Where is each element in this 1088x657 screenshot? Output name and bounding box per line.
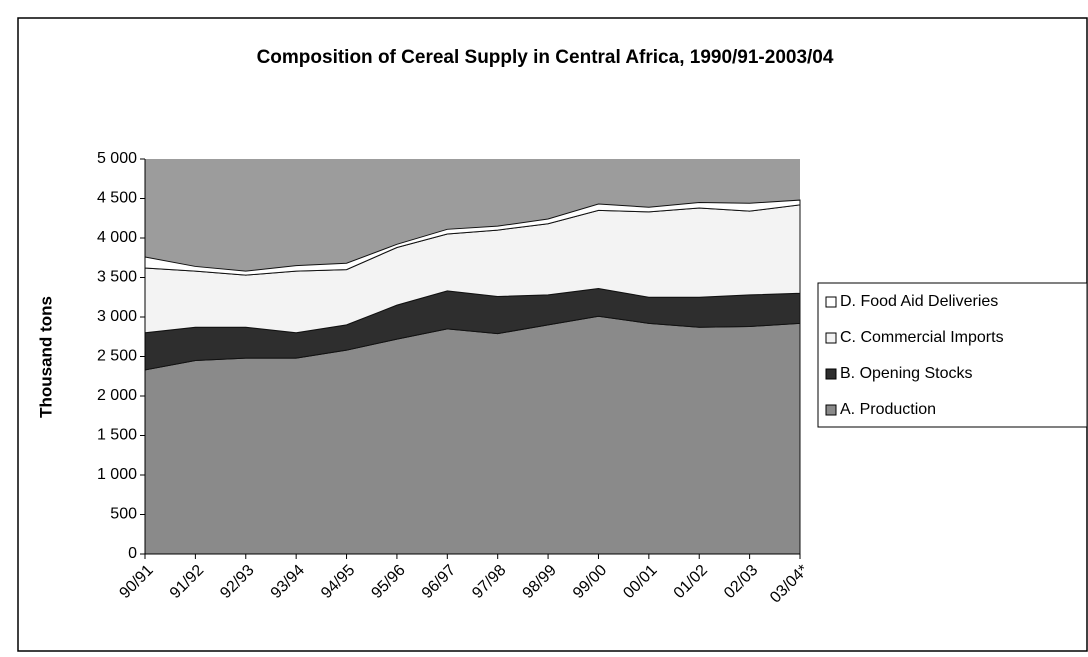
x-tick-label: 01/02 [671,562,711,602]
x-tick-label: 98/99 [520,562,560,602]
y-tick-label: 5 000 [97,150,137,167]
legend-box [817,282,1088,428]
legend-swatch [825,404,837,416]
x-tick-label: 03/04* [767,562,812,607]
y-tick-label: 2 000 [97,387,137,404]
legend-label: A. Production [840,401,936,418]
legend-label: B. Opening Stocks [840,365,973,382]
x-tick-label: 96/97 [419,562,459,602]
y-tick-label: 1 500 [97,427,137,444]
y-tick-label: 3 000 [97,308,137,325]
x-tick-label: 02/03 [721,562,761,602]
y-tick-label: 500 [110,506,137,523]
chart-title: Composition of Cereal Supply in Central … [257,47,834,68]
legend-label: C. Commercial Imports [840,329,1004,346]
x-tick-label: 93/94 [268,562,308,602]
x-tick-label: 97/98 [469,562,509,602]
x-tick-label: 99/00 [570,562,610,602]
y-tick-label: 3 500 [97,269,137,286]
x-tick-label: 95/96 [368,562,408,602]
legend-swatch [825,296,837,308]
legend-label: D. Food Aid Deliveries [840,293,998,310]
legend-swatch [825,368,837,380]
x-tick-label: 94/95 [318,562,358,602]
area [144,199,801,276]
x-tick-label: 92/93 [217,562,257,602]
x-tick-label: 91/92 [167,562,207,602]
y-axis-label: Thousand tons [36,296,55,418]
y-tick-label: 4 500 [97,190,137,207]
x-tick-label: 00/01 [620,562,660,602]
x-tick-label: 90/91 [116,562,156,602]
y-tick-label: 4 000 [97,229,137,246]
y-tick-label: 1 000 [97,466,137,483]
legend-swatch [825,332,837,344]
y-tick-label: 2 500 [97,348,137,365]
y-tick-label: 0 [128,545,137,562]
